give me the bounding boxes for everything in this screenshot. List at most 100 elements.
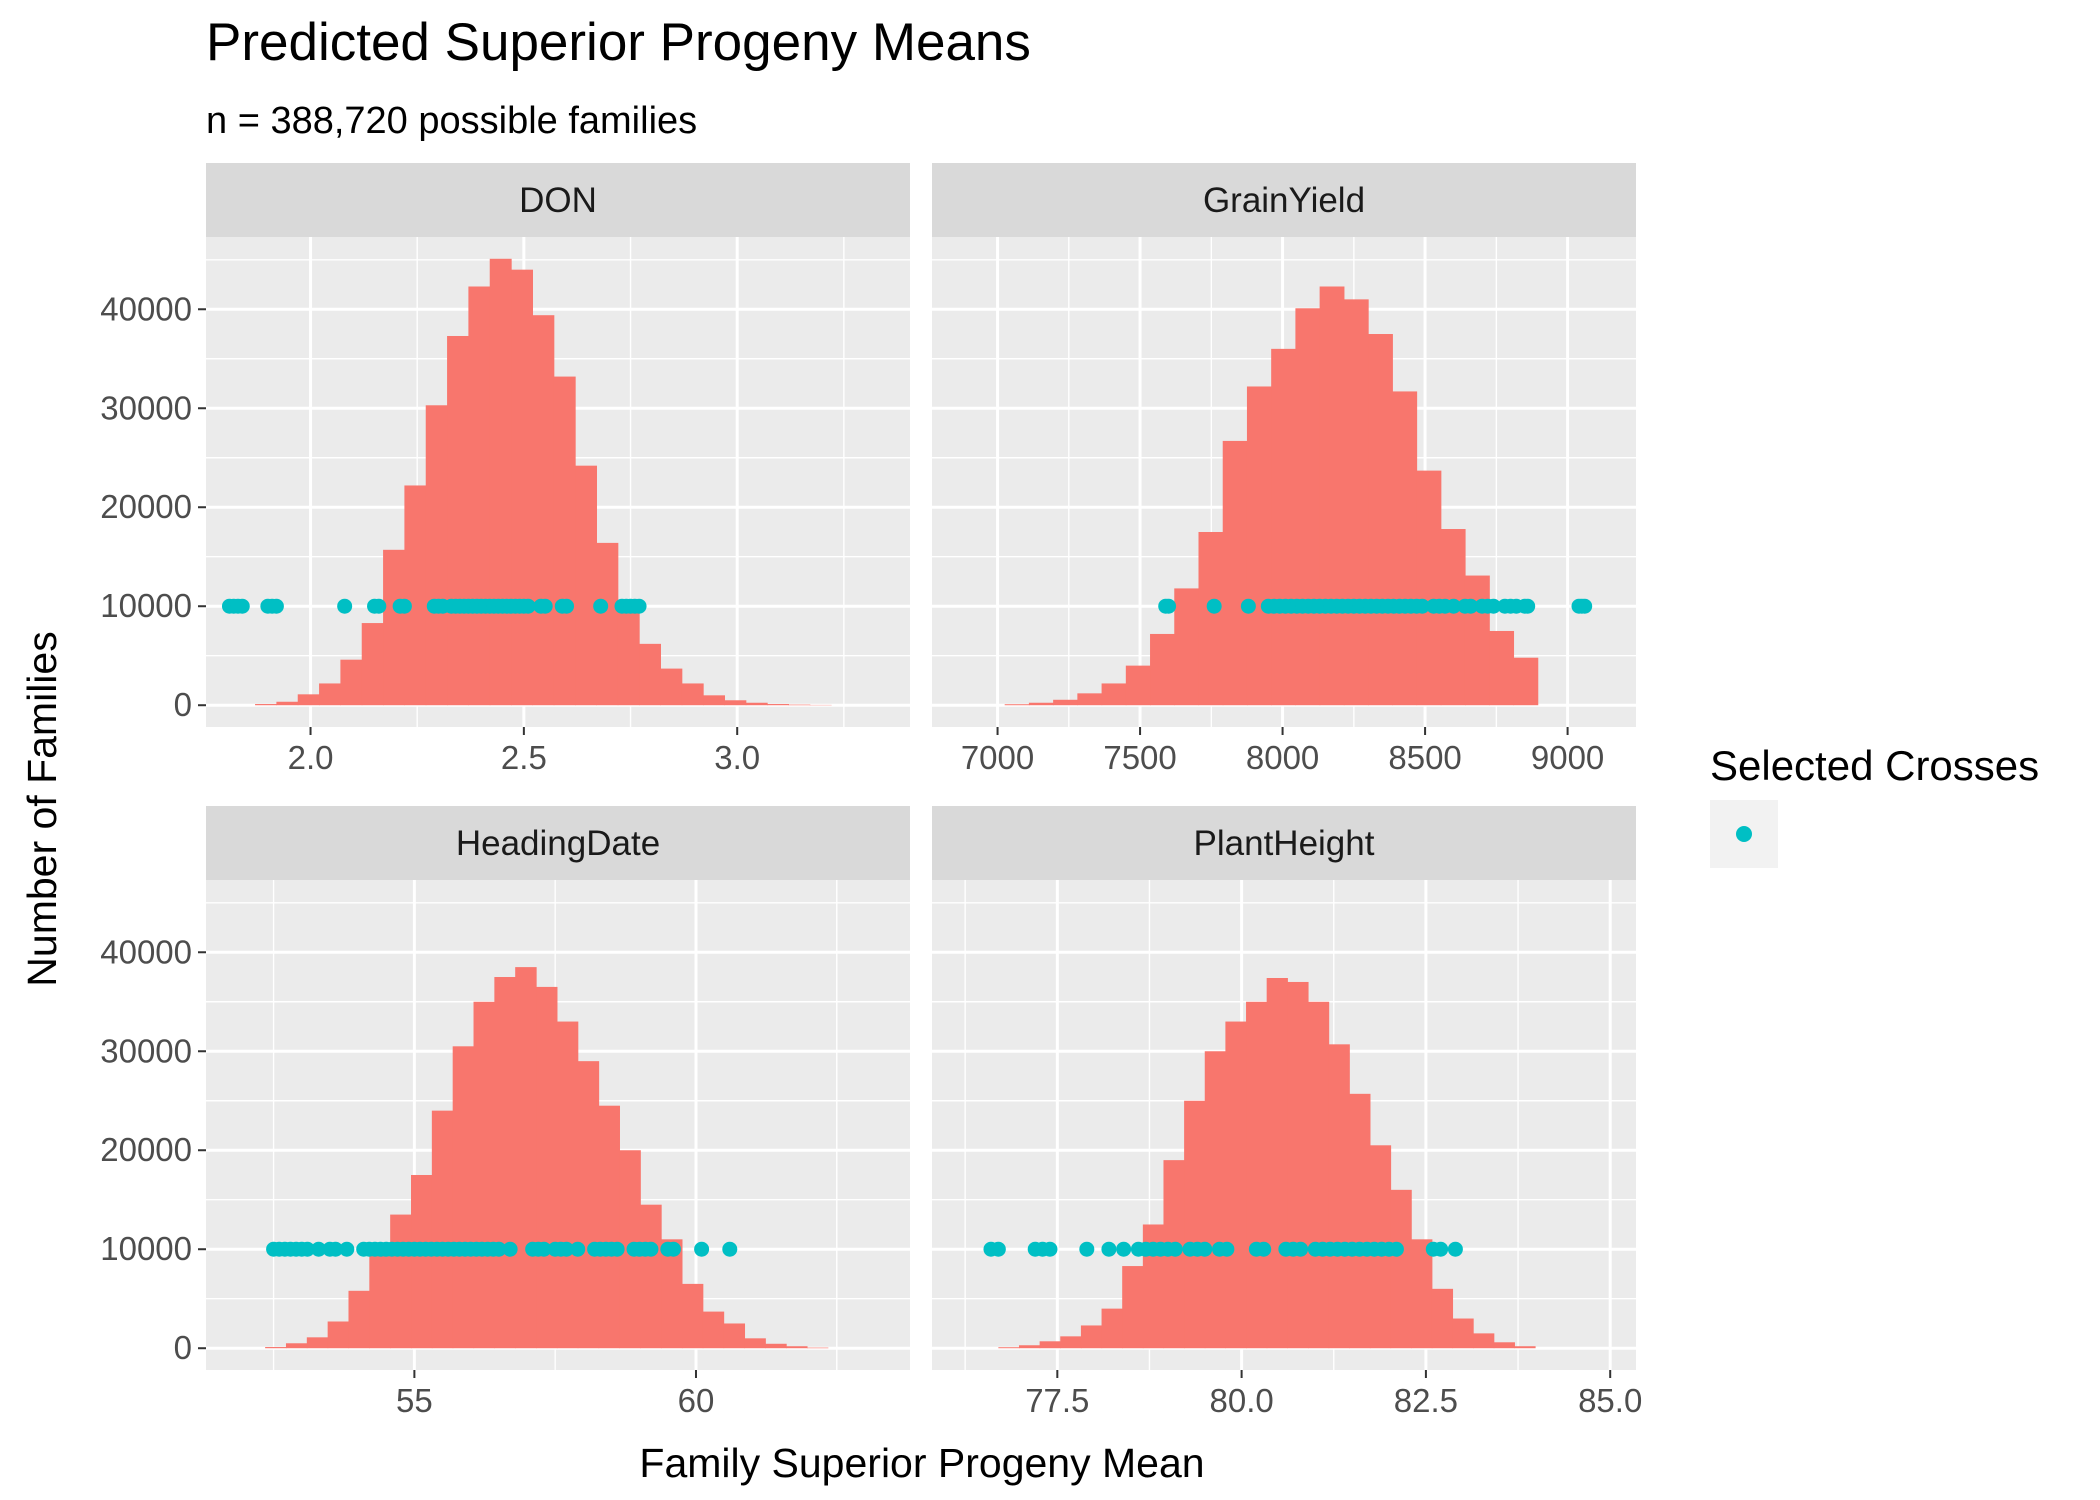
selected-cross-point xyxy=(1206,598,1222,614)
histogram-bar xyxy=(431,1110,454,1349)
histogram-bar xyxy=(1452,1318,1474,1349)
selected-cross-point xyxy=(631,598,647,614)
y-tick-label: 0 xyxy=(174,686,192,723)
histogram-bar xyxy=(744,1338,766,1349)
facet-strip-label: HeadingDate xyxy=(456,824,660,863)
histogram-bar xyxy=(1246,386,1272,706)
histogram-bar xyxy=(661,1239,683,1349)
selected-cross-point xyxy=(609,1241,625,1257)
facet-grainyield: GrainYield 7000 7500 8000 8500 9000 xyxy=(932,163,1636,776)
facet-strip-label: PlantHeight xyxy=(1194,824,1375,863)
histogram-bar xyxy=(327,1321,350,1349)
histogram-bar xyxy=(553,376,576,706)
x-tick-label: 9000 xyxy=(1531,739,1604,776)
histogram-bar xyxy=(556,1021,579,1349)
selected-cross-point xyxy=(1161,598,1177,614)
histogram-bar xyxy=(1150,633,1175,706)
histogram-bar xyxy=(447,335,469,706)
x-tick-label: 77.5 xyxy=(1025,1382,1089,1419)
histogram-bar xyxy=(639,643,661,706)
selected-cross-point xyxy=(234,598,250,614)
selected-cross-point xyxy=(643,1241,659,1257)
facet-strip xyxy=(932,806,1636,880)
histogram-bar xyxy=(660,668,683,706)
histogram-bar xyxy=(1287,981,1309,1349)
histogram-bar xyxy=(1246,1001,1268,1349)
histogram-bar xyxy=(1489,630,1515,706)
histogram-bar xyxy=(265,1347,287,1349)
selected-cross-point xyxy=(337,598,353,614)
histogram-bar xyxy=(806,1347,829,1349)
histogram-bar xyxy=(681,683,704,706)
histogram-bar xyxy=(703,695,725,706)
selected-cross-point xyxy=(1079,1241,1095,1257)
histogram-bar xyxy=(297,694,320,706)
x-tick-label: 85.0 xyxy=(1578,1382,1642,1419)
histogram-bar xyxy=(724,700,747,706)
chart-title: Predicted Superior Progeny Means xyxy=(206,13,1031,72)
selected-cross-point xyxy=(311,1241,327,1257)
selected-cross-point xyxy=(1197,1241,1213,1257)
selected-cross-point xyxy=(990,1241,1006,1257)
histogram-bar xyxy=(255,704,277,706)
histogram-bar xyxy=(515,967,537,1349)
selected-cross-point xyxy=(1447,1241,1463,1257)
selected-cross-point xyxy=(1042,1241,1058,1257)
histogram-bar xyxy=(1416,470,1442,706)
histogram-bar xyxy=(1440,529,1466,706)
selected-cross-point xyxy=(1485,598,1501,614)
histogram-bar xyxy=(1473,1333,1495,1349)
selected-cross-point xyxy=(593,598,609,614)
histogram-bar xyxy=(640,1204,662,1349)
histogram-bar xyxy=(383,549,405,706)
histogram-bar xyxy=(765,1343,787,1349)
histogram-bar xyxy=(702,1311,725,1349)
selected-cross-point xyxy=(371,598,387,614)
histogram-bar xyxy=(276,701,299,706)
selected-cross-point xyxy=(1167,1241,1183,1257)
histogram-bar xyxy=(1431,1288,1454,1349)
selected-cross-point xyxy=(328,1241,344,1257)
histogram-bar xyxy=(1101,683,1127,706)
histogram-bar xyxy=(1028,702,1054,706)
histogram-bar xyxy=(489,258,512,706)
y-tick-label: 30000 xyxy=(100,1032,192,1069)
selected-cross-point xyxy=(694,1241,710,1257)
selected-cross-point xyxy=(396,598,412,614)
selected-cross-point xyxy=(1240,598,1256,614)
histogram-bar xyxy=(452,1046,475,1349)
histogram-bar xyxy=(1060,1336,1082,1349)
histogram-bar xyxy=(1295,308,1321,706)
histogram-bar xyxy=(1122,1266,1144,1349)
selected-cross-point xyxy=(1116,1241,1132,1257)
legend-title: Selected Crosses xyxy=(1710,742,2039,789)
facet-strip xyxy=(932,163,1636,237)
histogram-bar xyxy=(1343,299,1369,706)
histogram-bar xyxy=(1307,1001,1330,1349)
histogram-bar xyxy=(1198,531,1224,706)
x-tick-label: 3.0 xyxy=(714,739,760,776)
selected-cross-point xyxy=(1577,598,1593,614)
selected-cross-point xyxy=(520,598,536,614)
histogram-bar xyxy=(473,1001,495,1349)
histogram-bar xyxy=(1018,1345,1041,1349)
histogram-bar xyxy=(788,704,811,706)
histogram-bar xyxy=(1204,1051,1226,1349)
facet-strip xyxy=(206,163,910,237)
histogram-bar xyxy=(786,1346,808,1349)
histogram-bar xyxy=(1222,440,1248,706)
selected-cross-point xyxy=(339,1241,355,1257)
selected-cross-point xyxy=(559,598,575,614)
selected-cross-point xyxy=(1463,598,1479,614)
selected-cross-point xyxy=(502,1241,518,1257)
histogram-bar xyxy=(1493,1342,1515,1349)
histogram-bar xyxy=(319,683,341,706)
x-axis-title: Family Superior Progeny Mean xyxy=(639,1440,1204,1486)
histogram-bar xyxy=(575,465,597,706)
histogram-bar xyxy=(532,315,555,706)
histogram-bar xyxy=(767,704,789,706)
histogram-bar xyxy=(361,623,384,706)
histogram-bar xyxy=(1411,1239,1433,1349)
histogram-bar xyxy=(596,542,619,706)
x-tick-label: 82.5 xyxy=(1394,1382,1458,1419)
